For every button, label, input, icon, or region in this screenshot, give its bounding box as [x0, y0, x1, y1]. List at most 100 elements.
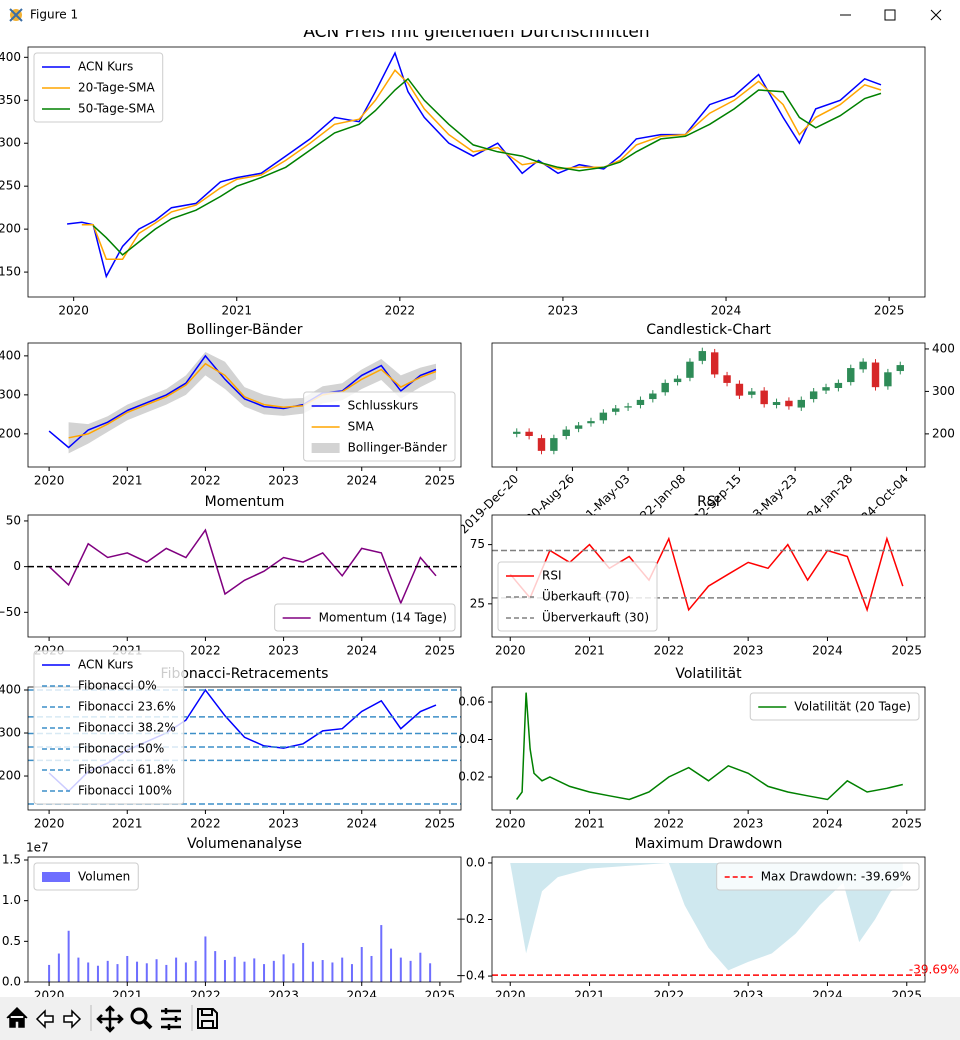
candle-body: [649, 393, 657, 400]
axes-frame: [27, 46, 926, 298]
x-tick-label: 2022: [190, 644, 221, 658]
y-tick-label: 300: [932, 384, 955, 398]
legend-label: Volatilität (20 Tage): [794, 700, 911, 714]
legend-box: [497, 561, 658, 632]
chart-title: Fibonacci-Retracements: [161, 666, 329, 682]
chart-title: Bollinger-Bänder: [187, 322, 303, 338]
y-tick-label: 200: [0, 769, 21, 783]
legend-box: [33, 862, 139, 891]
title-bar: Figure 1: [0, 0, 960, 30]
bar: [292, 963, 295, 982]
candle-body: [636, 399, 645, 405]
bar: [77, 957, 80, 982]
candle-body: [698, 351, 707, 361]
candle-body: [760, 390, 768, 405]
legend-box: [749, 692, 920, 721]
candle-body: [587, 421, 595, 424]
y-tick-label: 1.0: [2, 893, 21, 907]
chart-title: Volatilität: [675, 666, 742, 682]
x-tick-label: 2024: [346, 817, 377, 831]
bar: [341, 957, 344, 982]
plot-area: [515, 692, 903, 801]
maximize-button[interactable]: [884, 9, 896, 21]
zoom-lens: [130, 1007, 148, 1025]
candle-body: [661, 382, 669, 393]
line-series: [515, 692, 903, 801]
candle-body: [562, 429, 570, 436]
back-button[interactable]: [35, 1009, 54, 1029]
candle-body: [847, 368, 855, 383]
configure-button[interactable]: [161, 1008, 181, 1030]
bar: [194, 960, 197, 982]
chart-title: Candlestick-Chart: [646, 322, 771, 338]
y-tick-label: 0.0: [466, 855, 485, 869]
plot-area: [48, 925, 432, 982]
bar: [321, 960, 324, 982]
legend-box: [33, 52, 164, 123]
zoom-handle: [142, 1019, 153, 1030]
bar: [360, 947, 363, 982]
bar: [390, 948, 393, 982]
x-tick-label: 2020: [34, 817, 65, 831]
line-series: [81, 69, 882, 260]
bar: [223, 960, 226, 982]
x-tick-label: 2022: [385, 304, 416, 318]
y-tick-label: 400: [0, 348, 21, 362]
legend-label: 50-Tage-SMA: [78, 102, 155, 116]
bar: [350, 964, 353, 982]
icon-lines: [9, 8, 23, 22]
line-series: [48, 354, 437, 449]
forward-button[interactable]: [63, 1009, 82, 1029]
axes-background: [28, 47, 925, 297]
bar: [380, 925, 383, 982]
x-tick-label: 2020: [495, 644, 526, 658]
bar: [48, 964, 51, 982]
legend: Max Drawdown: -39.69%: [716, 862, 920, 891]
home-button[interactable]: [6, 1006, 28, 1028]
candle-body: [871, 362, 880, 388]
x-tick-label: 2024: [812, 817, 843, 831]
save-button[interactable]: [197, 1008, 218, 1029]
x-tick-label: 2024: [711, 304, 742, 318]
zoom-button[interactable]: [130, 1007, 153, 1030]
bar: [253, 958, 256, 982]
legend-label: ACN Kurs: [78, 60, 133, 74]
plot-area: [67, 51, 882, 279]
toolbar: [0, 997, 960, 1040]
bar: [214, 951, 217, 982]
y-tick-label: 0.5: [2, 934, 21, 948]
close-button[interactable]: [930, 9, 942, 21]
x-tick-label: 2023: [268, 474, 299, 488]
line-series: [509, 536, 904, 613]
candle-body: [896, 365, 904, 372]
x-tick-label: 2022: [654, 817, 685, 831]
legend-label: Fibonacci 61.8%: [78, 763, 176, 777]
bar: [175, 957, 178, 982]
legend-label: RSI: [542, 569, 562, 583]
legend-swatch: [311, 443, 340, 453]
legend: Volatilität (20 Tage): [749, 692, 920, 721]
plot-area: [28, 528, 461, 606]
app-icon: [9, 8, 23, 22]
y-tick-label: 400: [932, 341, 955, 355]
x-tick-label: 2025: [874, 304, 905, 318]
candle-body: [513, 431, 521, 434]
x-tick-label: 2023: [733, 644, 764, 658]
x-tick-label: 2023: [548, 304, 579, 318]
legend: ACN Kurs Fibonacci 0% Fibonacci 23.6% Fibon…: [33, 650, 185, 805]
x-tick-label: 2023: [268, 644, 299, 658]
y-tick-label: 150: [0, 265, 21, 279]
y-tick-label: 0.02: [458, 770, 485, 784]
legend-label: Fibonacci 23.6%: [78, 700, 176, 714]
pan-button[interactable]: [96, 1005, 124, 1033]
window-title: Figure 1: [30, 8, 78, 22]
y-tick-label: 50: [6, 513, 21, 527]
plot-area: [513, 347, 904, 455]
x-tick-label: 2021: [221, 304, 252, 318]
candle-body: [550, 438, 558, 451]
y-tick-label: 300: [0, 136, 21, 150]
line-series: [48, 528, 437, 606]
legend-label: ACN Kurs: [78, 658, 133, 672]
